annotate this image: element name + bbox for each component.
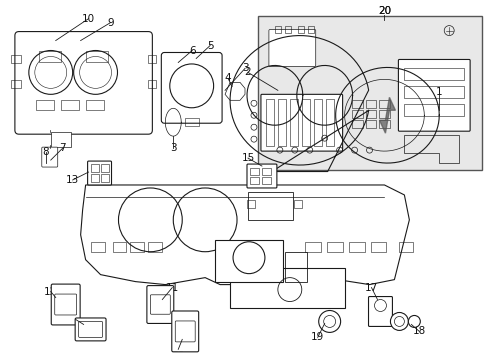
- Bar: [130, 242, 144, 252]
- Bar: [229, 268, 344, 307]
- FancyBboxPatch shape: [161, 53, 222, 123]
- Bar: [247, 192, 292, 220]
- Bar: [277, 99, 285, 146]
- Bar: [11, 80, 21, 88]
- Bar: [101, 164, 108, 172]
- Bar: [285, 26, 290, 32]
- Text: 2: 2: [244, 67, 251, 77]
- Circle shape: [389, 312, 407, 330]
- Bar: [148, 80, 156, 88]
- Bar: [246, 200, 254, 208]
- Bar: [262, 177, 270, 184]
- Bar: [39, 50, 61, 62]
- FancyBboxPatch shape: [261, 94, 342, 151]
- Bar: [215, 240, 282, 282]
- Bar: [265, 99, 273, 146]
- Bar: [11, 55, 21, 63]
- Bar: [285, 252, 306, 282]
- Bar: [326, 242, 342, 252]
- Bar: [51, 132, 71, 147]
- FancyBboxPatch shape: [41, 147, 58, 167]
- FancyBboxPatch shape: [75, 318, 106, 341]
- Bar: [404, 104, 463, 116]
- Bar: [351, 110, 362, 118]
- Polygon shape: [379, 97, 395, 133]
- FancyBboxPatch shape: [15, 32, 152, 134]
- Bar: [148, 55, 156, 63]
- Text: 4: 4: [224, 73, 231, 84]
- Text: 18: 18: [412, 327, 425, 336]
- Text: 20: 20: [377, 6, 390, 15]
- Circle shape: [318, 310, 340, 332]
- Text: 5: 5: [206, 41, 213, 50]
- Bar: [249, 177, 259, 184]
- Bar: [293, 200, 301, 208]
- Bar: [307, 26, 313, 32]
- Bar: [184, 118, 198, 126]
- Bar: [379, 110, 389, 118]
- FancyBboxPatch shape: [171, 311, 198, 352]
- Bar: [301, 99, 309, 146]
- Bar: [262, 168, 270, 175]
- Bar: [325, 99, 333, 146]
- Text: 8: 8: [42, 147, 49, 157]
- Bar: [365, 110, 376, 118]
- Bar: [36, 100, 54, 110]
- Bar: [90, 242, 104, 252]
- Bar: [258, 15, 481, 170]
- Bar: [61, 100, 79, 110]
- Text: 9: 9: [107, 18, 114, 28]
- Bar: [370, 242, 386, 252]
- Bar: [365, 100, 376, 108]
- FancyBboxPatch shape: [368, 297, 392, 327]
- Bar: [297, 26, 303, 32]
- Text: 6: 6: [188, 45, 195, 55]
- Text: 11: 11: [165, 283, 179, 293]
- Bar: [348, 242, 364, 252]
- Text: 1: 1: [435, 87, 442, 97]
- Bar: [399, 242, 412, 252]
- FancyBboxPatch shape: [146, 285, 173, 323]
- Bar: [365, 120, 376, 128]
- Bar: [351, 100, 362, 108]
- Bar: [379, 120, 389, 128]
- Circle shape: [407, 315, 420, 328]
- FancyBboxPatch shape: [51, 284, 80, 325]
- Bar: [289, 99, 297, 146]
- FancyBboxPatch shape: [246, 164, 276, 188]
- Bar: [404, 86, 463, 98]
- Text: 7: 7: [59, 143, 66, 153]
- Text: 14: 14: [69, 314, 82, 324]
- Text: 15: 15: [241, 153, 254, 163]
- Bar: [379, 100, 389, 108]
- Bar: [90, 174, 99, 182]
- Bar: [85, 100, 103, 110]
- Text: 17: 17: [364, 283, 377, 293]
- Text: 3: 3: [170, 143, 176, 153]
- Text: 3: 3: [241, 63, 248, 73]
- Text: 13: 13: [66, 175, 79, 185]
- Bar: [85, 50, 107, 62]
- FancyBboxPatch shape: [268, 30, 315, 67]
- Bar: [313, 99, 321, 146]
- Bar: [101, 174, 108, 182]
- Bar: [351, 120, 362, 128]
- Text: 16: 16: [171, 345, 184, 354]
- Text: 12: 12: [44, 287, 57, 297]
- Bar: [148, 242, 162, 252]
- Bar: [249, 168, 259, 175]
- Bar: [304, 242, 320, 252]
- Text: 20: 20: [377, 6, 390, 15]
- Bar: [112, 242, 126, 252]
- Bar: [90, 164, 99, 172]
- Text: 10: 10: [82, 14, 95, 24]
- FancyBboxPatch shape: [87, 161, 111, 185]
- FancyBboxPatch shape: [398, 59, 469, 131]
- Polygon shape: [81, 185, 408, 285]
- Bar: [404, 68, 463, 80]
- Bar: [274, 26, 280, 32]
- Text: 19: 19: [310, 332, 324, 342]
